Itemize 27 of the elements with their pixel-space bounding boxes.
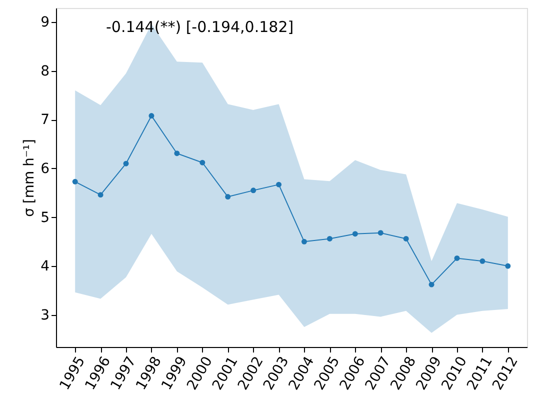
point bbox=[301, 238, 307, 244]
point bbox=[403, 236, 409, 242]
point bbox=[326, 236, 332, 242]
point bbox=[225, 194, 231, 200]
point bbox=[174, 150, 180, 156]
point bbox=[72, 178, 78, 184]
y-tick-label: 5 bbox=[40, 210, 50, 226]
annotation: -0.144(**) [-0.194,0.182] bbox=[106, 18, 294, 36]
y-tick-label: 4 bbox=[40, 258, 50, 275]
y-tick-label: 9 bbox=[40, 14, 50, 31]
y-tick-label: 7 bbox=[40, 112, 50, 128]
point bbox=[454, 255, 460, 261]
y-tick-label: 6 bbox=[40, 160, 50, 177]
point bbox=[428, 282, 434, 288]
point bbox=[200, 160, 206, 166]
y-axis-title: σ [mm h⁻¹] bbox=[22, 139, 38, 217]
point bbox=[148, 113, 154, 119]
point bbox=[378, 230, 384, 236]
y-tick-label: 8 bbox=[40, 63, 50, 80]
y-tick-label: 3 bbox=[40, 307, 50, 324]
point bbox=[480, 258, 486, 264]
point bbox=[352, 231, 358, 237]
point bbox=[505, 263, 511, 269]
point bbox=[123, 160, 129, 166]
point bbox=[98, 192, 104, 198]
point bbox=[250, 188, 256, 194]
point bbox=[276, 182, 282, 188]
